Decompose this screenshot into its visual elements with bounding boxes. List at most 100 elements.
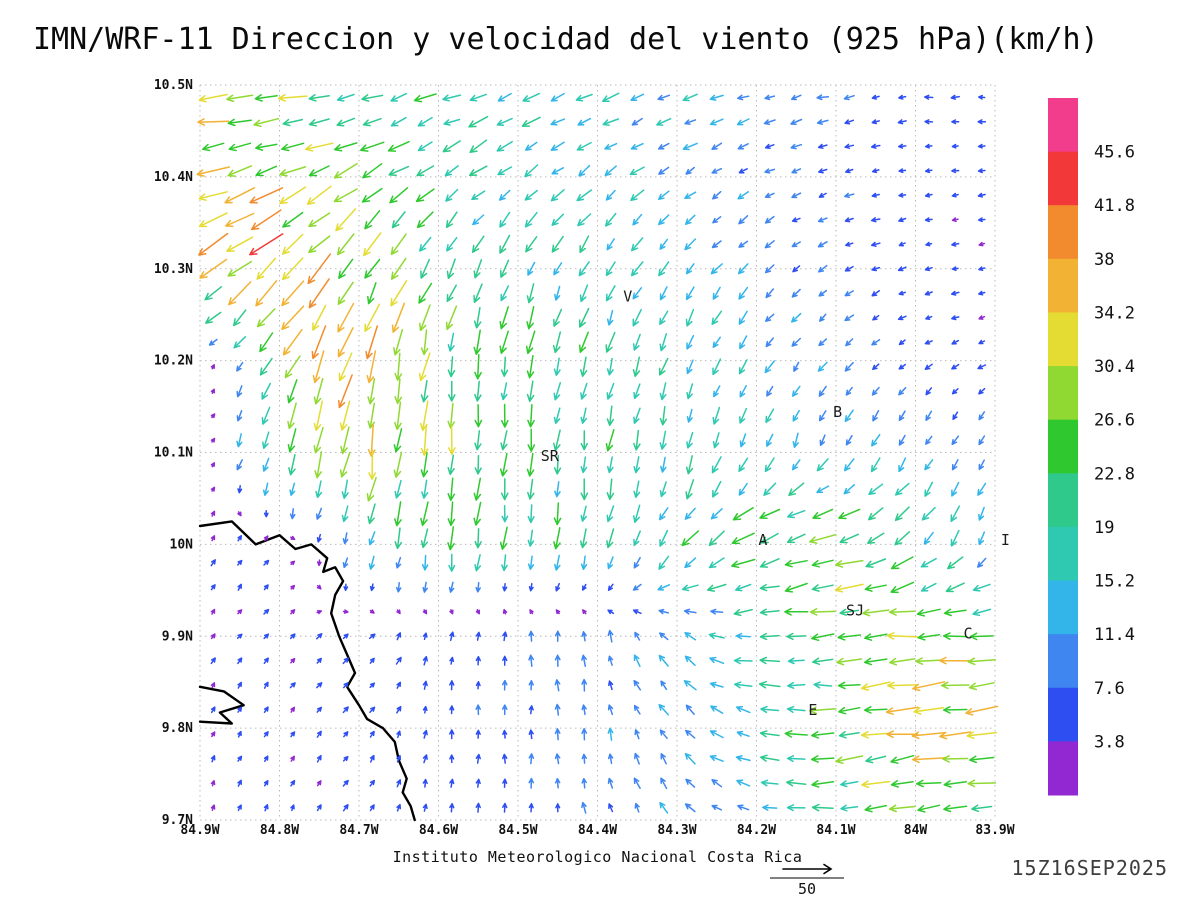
wind-arrow [738, 168, 748, 174]
wind-arrow [659, 507, 669, 521]
wind-arrow [764, 215, 775, 224]
wind-arrow [924, 363, 933, 370]
wind-arrow [551, 213, 565, 226]
axis-tick-label-x: 84.4W [578, 823, 617, 838]
wind-arrow [739, 407, 748, 424]
wind-arrow [738, 482, 748, 496]
wind-arrow [262, 431, 270, 450]
wind-arrow [419, 304, 431, 332]
wind-arrow [528, 777, 535, 789]
wind-arrow [422, 705, 428, 714]
wind-arrow [951, 315, 960, 321]
wind-arrow [607, 609, 615, 615]
wind-arrow [864, 633, 888, 641]
wind-arrow [658, 703, 670, 716]
wind-arrow [977, 168, 986, 174]
wind-arrow [968, 682, 995, 691]
wind-arrow [943, 780, 968, 788]
wind-arrow [759, 656, 781, 665]
wind-arrow [791, 192, 802, 199]
wind-arrow [290, 731, 296, 738]
wind-arrow [554, 654, 561, 667]
wind-arrow [897, 266, 907, 272]
wind-arrow [871, 119, 880, 125]
wind-arrow [210, 462, 216, 468]
wind-arrow [897, 315, 907, 321]
colorbar-tick-label: 15.2 [1094, 572, 1135, 592]
wind-arrow [760, 532, 779, 544]
wind-arrow [449, 705, 455, 715]
wind-arrow [500, 356, 509, 377]
wind-arrow [925, 410, 933, 421]
wind-arrow [289, 682, 296, 689]
wind-arrow [811, 730, 835, 739]
wind-arrow [394, 479, 402, 499]
wind-arrow [978, 531, 986, 546]
wind-arrow [871, 94, 880, 100]
wind-arrow [838, 731, 860, 739]
wind-arrow [422, 803, 428, 812]
wind-arrow [818, 168, 828, 174]
wind-arrow [738, 240, 749, 248]
wind-arrow [555, 803, 561, 813]
wind-arrow [817, 143, 828, 149]
wind-arrow [582, 609, 587, 615]
wind-arrow [735, 583, 752, 592]
wind-arrow [288, 454, 296, 476]
wind-arrow [633, 679, 642, 691]
wind-arrow [312, 304, 327, 331]
coastline-path [198, 520, 416, 822]
wind-arrow [580, 407, 588, 424]
wind-arrow [786, 632, 807, 641]
wind-arrow [913, 706, 945, 715]
wind-arrow [632, 356, 641, 378]
wind-arrow [766, 433, 774, 447]
wind-arrow [263, 681, 269, 689]
wind-arrow [843, 94, 855, 101]
wind-arrow [607, 556, 614, 570]
wind-arrow [210, 535, 216, 542]
wind-arrow [712, 190, 722, 200]
wind-arrow [316, 804, 322, 812]
wind-arrow [313, 377, 324, 405]
wind-arrow [889, 657, 916, 666]
wind-arrow [473, 283, 483, 304]
wind-arrow [951, 363, 960, 370]
wind-arrow [684, 238, 697, 251]
wind-arrow [978, 315, 986, 320]
wind-arrow [390, 280, 408, 307]
wind-arrow [422, 581, 428, 593]
wind-arrow [845, 338, 854, 347]
wind-arrow [210, 413, 216, 419]
wind-arrow [365, 325, 379, 360]
wind-arrow [447, 425, 456, 455]
wind-arrow [554, 753, 561, 765]
wind-arrow [290, 657, 296, 664]
wind-arrow [576, 141, 592, 151]
wind-arrow [631, 117, 643, 126]
wind-arrow [844, 265, 854, 272]
wind-arrow [657, 190, 670, 201]
wind-arrow [764, 240, 775, 249]
wind-arrow [898, 457, 907, 473]
wind-arrow [898, 363, 906, 370]
wind-arrow [475, 778, 481, 788]
wind-arrow [945, 582, 965, 593]
wind-arrow [554, 777, 561, 789]
wind-arrow [255, 280, 278, 307]
wind-arrow [759, 754, 780, 762]
wind-arrow [554, 630, 561, 642]
wind-arrow [368, 531, 376, 546]
wind-arrow [633, 383, 641, 400]
wind-arrow [917, 804, 941, 813]
wind-arrow [911, 731, 946, 740]
wind-arrow [605, 429, 615, 452]
wind-arrow [316, 706, 323, 713]
wind-arrow [712, 336, 721, 348]
wind-arrow [943, 804, 968, 813]
axis-tick-label-x: 84.9W [180, 823, 219, 838]
wind-arrow [943, 608, 967, 617]
wind-arrow [499, 234, 511, 254]
wind-arrow [660, 680, 668, 691]
wind-arrow [681, 584, 699, 592]
